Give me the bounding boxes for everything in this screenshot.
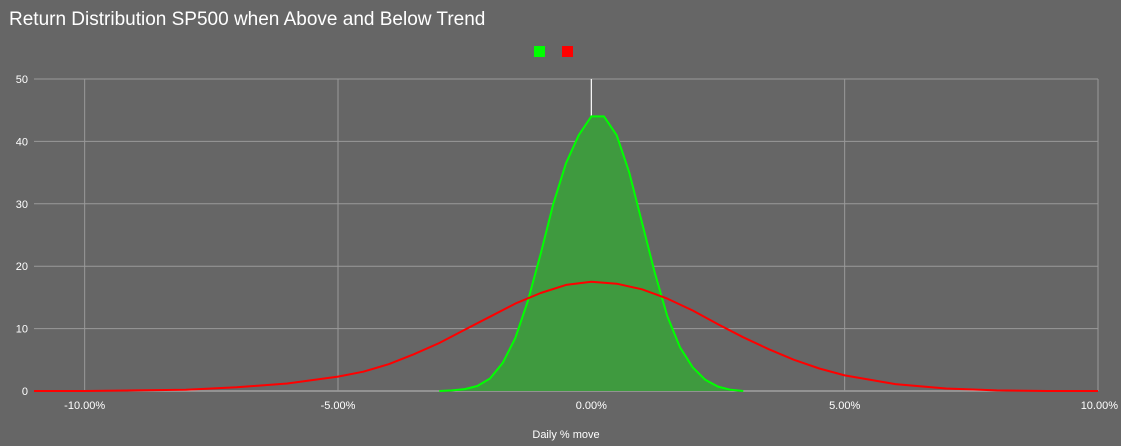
legend-swatch-0 (534, 46, 545, 57)
series-0-area (439, 116, 744, 392)
series-1-line (34, 280, 1098, 392)
y-tick-label: 30 (16, 199, 28, 211)
legend (534, 46, 573, 57)
x-axis-label: Daily % move (532, 429, 599, 441)
y-tick-label: 20 (16, 261, 28, 273)
x-tick-label: -5.00% (321, 400, 356, 412)
y-tick-label: 40 (16, 136, 28, 148)
x-tick-label: 5.00% (829, 400, 860, 412)
x-tick-label: 10.00% (1081, 400, 1119, 412)
chart-title: Return Distribution SP500 when Above and… (9, 9, 485, 30)
series-layer (34, 115, 1098, 392)
y-axis-ticks: 0 10 20 30 40 50 (16, 74, 28, 398)
y-tick-label: 10 (16, 324, 28, 336)
legend-swatch-1 (562, 46, 573, 57)
y-tick-label: 50 (16, 74, 28, 86)
x-axis-ticks: -10.00% -5.00% 0.00% 5.00% 10.00% (64, 400, 1118, 412)
y-tick-label: 0 (22, 386, 28, 398)
series-0-line (439, 115, 744, 392)
x-tick-label: -10.00% (64, 400, 105, 412)
x-tick-label: 0.00% (576, 400, 607, 412)
